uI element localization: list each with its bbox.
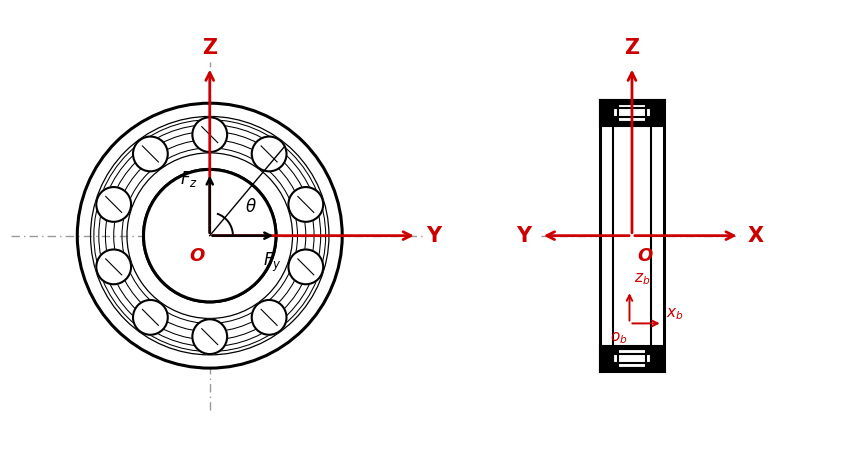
Text: Z: Z [202, 38, 218, 58]
Text: $x_b$: $x_b$ [666, 306, 683, 322]
Bar [613, 117, 618, 122]
Bar [618, 109, 646, 117]
Text: O: O [637, 247, 652, 265]
Bar [613, 363, 618, 368]
Bar [646, 103, 651, 109]
Circle shape [144, 169, 276, 302]
Bar [618, 354, 646, 363]
Circle shape [77, 103, 343, 368]
Text: $\boldsymbol{F_y}$: $\boldsymbol{F_y}$ [264, 250, 282, 274]
Bar [613, 103, 618, 109]
Circle shape [252, 300, 286, 335]
Text: $z_b$: $z_b$ [634, 271, 651, 287]
Circle shape [192, 319, 227, 354]
Text: $o_b$: $o_b$ [610, 330, 628, 346]
Bar [646, 350, 651, 354]
Circle shape [96, 249, 131, 284]
Text: X: X [748, 226, 764, 246]
Circle shape [288, 187, 323, 222]
Bar [613, 103, 651, 122]
Bar [600, 346, 664, 372]
Bar [600, 125, 664, 346]
Bar [613, 103, 651, 122]
Text: $\boldsymbol{F_z}$: $\boldsymbol{F_z}$ [180, 169, 198, 190]
Text: Y: Y [516, 226, 531, 246]
Bar [600, 100, 664, 125]
Bar [613, 350, 651, 368]
Circle shape [96, 187, 131, 222]
Text: $\theta$: $\theta$ [245, 198, 257, 216]
Circle shape [192, 117, 227, 152]
Circle shape [252, 137, 286, 171]
Bar [613, 350, 618, 354]
Bar [613, 350, 651, 368]
Text: Z: Z [625, 38, 639, 58]
Circle shape [133, 300, 167, 335]
Circle shape [133, 137, 167, 171]
Circle shape [288, 249, 323, 284]
Bar [646, 117, 651, 122]
Bar [646, 363, 651, 368]
Text: Y: Y [427, 226, 442, 246]
Text: O: O [190, 247, 205, 265]
